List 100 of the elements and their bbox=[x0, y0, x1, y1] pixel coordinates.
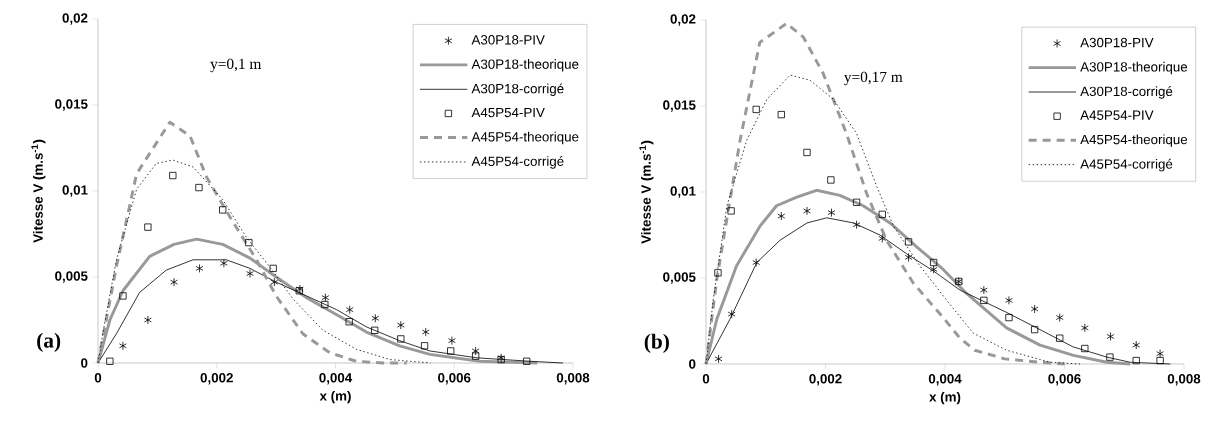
point bbox=[852, 198, 861, 206]
y-axis-title: Vitesse V (m.s$^{-1}$) bbox=[31, 139, 46, 243]
x-tick-label: 0 bbox=[702, 374, 710, 384]
legend-label: A45P54-PIV bbox=[471, 107, 545, 118]
point bbox=[269, 264, 277, 272]
point bbox=[904, 252, 913, 262]
point bbox=[144, 315, 152, 325]
point bbox=[980, 296, 988, 304]
x-tick-label: 0,004 bbox=[319, 373, 353, 385]
point bbox=[803, 206, 811, 216]
y-axis-title: Vitesse V (m.s$^{-1}$) bbox=[639, 140, 654, 244]
y-tick-label: 0,005 bbox=[55, 271, 88, 283]
legend-label: A30P18-corrigé bbox=[1080, 86, 1173, 99]
y-tick-label: 0,02 bbox=[670, 14, 696, 26]
point bbox=[714, 269, 722, 277]
legend-label: A30P18-PIV bbox=[1080, 37, 1154, 48]
x-tick-label: 0 bbox=[94, 373, 102, 383]
point bbox=[752, 105, 760, 114]
point bbox=[245, 239, 253, 247]
point bbox=[714, 354, 723, 364]
point bbox=[1132, 356, 1140, 365]
point bbox=[878, 234, 887, 243]
point bbox=[448, 336, 456, 346]
point bbox=[421, 327, 430, 337]
point bbox=[1156, 356, 1164, 365]
point bbox=[420, 342, 429, 350]
point bbox=[397, 335, 405, 343]
point bbox=[345, 318, 353, 326]
point bbox=[321, 300, 329, 309]
legend-label: A45P54-theorique bbox=[471, 131, 579, 145]
x-tick-label: 0,006 bbox=[1048, 374, 1081, 386]
point bbox=[296, 284, 304, 294]
y-tick-label: 0 bbox=[689, 359, 696, 369]
point bbox=[803, 148, 811, 157]
annotation: y=0,1 m bbox=[210, 58, 262, 73]
x-axis-title: x (m) bbox=[319, 390, 351, 404]
point bbox=[396, 320, 405, 330]
point bbox=[371, 313, 380, 323]
point bbox=[270, 277, 279, 287]
point bbox=[1081, 344, 1089, 353]
point bbox=[523, 357, 531, 365]
point bbox=[878, 210, 886, 218]
point bbox=[195, 183, 203, 192]
y-tick-label: 0,005 bbox=[663, 272, 696, 284]
point bbox=[1106, 353, 1114, 361]
point bbox=[471, 346, 480, 356]
point bbox=[119, 292, 127, 300]
point bbox=[195, 264, 204, 273]
legend-label: A30P18-theorique bbox=[471, 59, 579, 72]
text: (b) bbox=[644, 333, 669, 354]
legend-label: A45P54-PIV bbox=[1080, 110, 1154, 120]
point bbox=[321, 293, 330, 303]
point bbox=[827, 208, 836, 218]
point bbox=[170, 277, 178, 287]
point bbox=[904, 238, 913, 246]
legend-label: A30P18-corrigé bbox=[471, 83, 564, 96]
point bbox=[852, 220, 861, 230]
point bbox=[1080, 323, 1089, 333]
point bbox=[345, 305, 354, 315]
point bbox=[1005, 295, 1013, 305]
y-tick-label: 0,01 bbox=[62, 185, 88, 197]
y-tick-label: 0,01 bbox=[670, 186, 696, 198]
legend-label: A45P54-corrigé bbox=[471, 156, 564, 169]
point bbox=[447, 347, 455, 355]
y-tick-label: 0,015 bbox=[55, 99, 88, 111]
point bbox=[979, 285, 988, 295]
point bbox=[727, 309, 736, 319]
point bbox=[1005, 313, 1013, 322]
point bbox=[1030, 304, 1039, 314]
y-tick-label: 0,015 bbox=[663, 100, 696, 112]
legend-label: A30P18-PIV bbox=[471, 35, 545, 45]
legend-label: A30P18-theorique bbox=[1080, 61, 1188, 75]
x-tick-label: 0,008 bbox=[1167, 374, 1201, 386]
point bbox=[1031, 326, 1039, 334]
point bbox=[1056, 334, 1064, 342]
text: (a) bbox=[37, 332, 61, 353]
point bbox=[119, 341, 127, 351]
x-tick-label: 0,006 bbox=[438, 373, 471, 385]
x-tick-label: 0,004 bbox=[928, 374, 962, 386]
point bbox=[220, 258, 228, 268]
point bbox=[1156, 349, 1164, 359]
point bbox=[1132, 340, 1141, 350]
point bbox=[777, 111, 785, 119]
point bbox=[219, 206, 227, 214]
legend-label: A45P54-theorique bbox=[1080, 134, 1188, 147]
x-tick-label: 0,002 bbox=[200, 373, 233, 385]
y-tick-label: 0,02 bbox=[62, 13, 88, 25]
point bbox=[472, 352, 480, 360]
x-tick-label: 0,008 bbox=[556, 373, 590, 385]
point bbox=[371, 326, 379, 334]
point bbox=[777, 211, 786, 221]
point bbox=[1106, 332, 1115, 341]
point bbox=[752, 258, 761, 267]
point bbox=[246, 269, 254, 278]
point bbox=[295, 287, 303, 295]
annotation: y=0,17 m bbox=[844, 71, 903, 86]
point bbox=[1055, 313, 1064, 322]
x-tick-label: 0,002 bbox=[809, 374, 842, 386]
point bbox=[106, 357, 114, 365]
x-axis-title: x (m) bbox=[929, 391, 961, 405]
